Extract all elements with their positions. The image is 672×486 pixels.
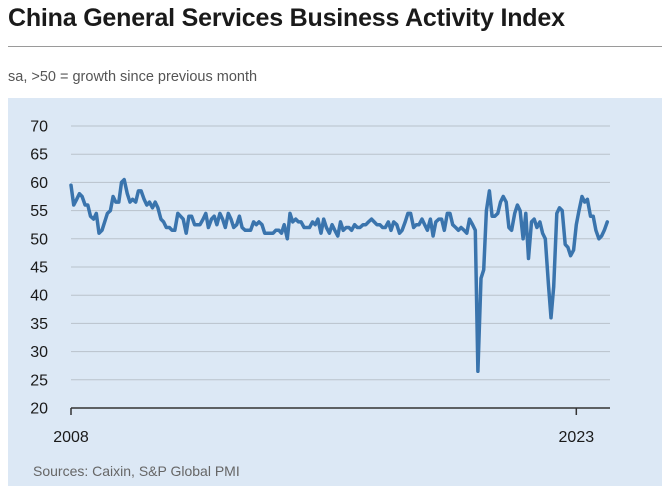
y-tick-label-65: 65 — [30, 147, 48, 164]
x-tick-label-2008: 2008 — [53, 429, 89, 446]
title-divider — [8, 46, 662, 47]
series-group — [69, 177, 610, 374]
x-axis: 2008 2023 — [53, 407, 610, 446]
series-line-0 — [69, 177, 610, 374]
y-tick-label-50: 50 — [30, 231, 48, 248]
y-tick-label-70: 70 — [30, 119, 48, 136]
y-tick-label-35: 35 — [30, 316, 48, 333]
y-tick-label-60: 60 — [30, 175, 48, 192]
chart-subtitle: sa, >50 = growth since previous month — [8, 69, 258, 85]
source-note: Sources: Caixin, S&P Global PMI — [33, 463, 240, 479]
chart-panel: 20 25 30 35 40 45 50 55 60 65 70 2008 2023 — [8, 98, 662, 486]
line-chart: 20 25 30 35 40 45 50 55 60 65 70 2008 2023 — [30, 119, 610, 446]
y-tick-label-40: 40 — [30, 288, 48, 305]
y-tick-label-25: 25 — [30, 372, 48, 389]
y-tick-label-30: 30 — [30, 344, 48, 361]
gridlines — [71, 125, 610, 381]
y-tick-label-55: 55 — [30, 203, 48, 220]
x-tick-label-2023: 2023 — [559, 429, 595, 446]
y-tick-label-45: 45 — [30, 260, 48, 277]
y-tick-label-20: 20 — [30, 401, 48, 418]
y-axis-ticks: 20 25 30 35 40 45 50 55 60 65 70 — [30, 119, 48, 418]
chart-title: China General Services Business Activity… — [8, 4, 565, 32]
